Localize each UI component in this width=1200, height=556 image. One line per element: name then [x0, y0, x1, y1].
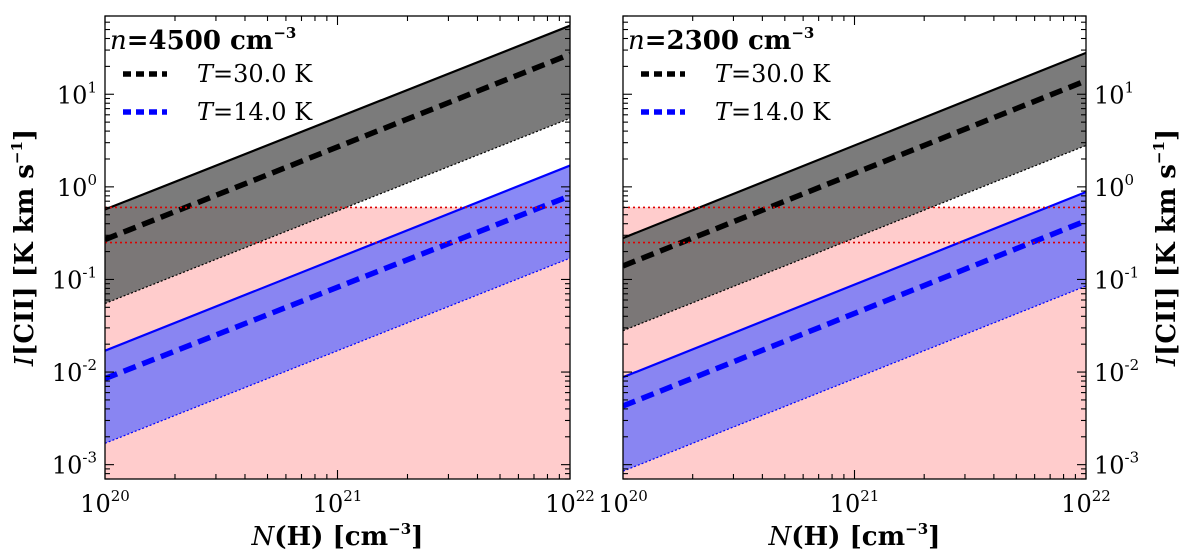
- panel-2: 1020 1021 1022 10-3 10-2 10-1 100 101 N(H) [cm−3…: [598, 15, 1182, 552]
- legend-label-2: T=14.0 K: [197, 98, 313, 126]
- series-1-upper-line: [105, 24, 570, 211]
- x-tick-label: 1021: [313, 487, 363, 518]
- series-1-band: [623, 52, 1086, 331]
- x-tick-label: 1020: [80, 487, 130, 518]
- y-tick-label: 10-2: [52, 356, 97, 387]
- series-2-median-line: [105, 193, 570, 382]
- series-2-band: [105, 165, 570, 444]
- legend-label-1: T=30.0 K: [715, 60, 831, 88]
- y-axis-title: I[CII] [K km s−1]: [8, 129, 40, 367]
- series-2-lower-line: [105, 257, 570, 444]
- x-tick-label: 1022: [1061, 487, 1111, 518]
- x-tick-label: 1021: [830, 487, 880, 518]
- series-1-band: [105, 25, 570, 304]
- legend-label-2: T=14.0 K: [715, 98, 831, 126]
- y-tick-label: 10-3: [1094, 449, 1139, 480]
- x-tick-label: 1020: [598, 487, 648, 518]
- series-1-upper-line: [623, 51, 1086, 240]
- y-axis-title: I[CII] [K km s−1]: [1150, 129, 1182, 367]
- x-axis-title: N(H) [cm−3]N(H) [cm^-3]: [251, 520, 424, 552]
- plot-area: [623, 51, 1086, 479]
- y-tick-label: 10-3: [52, 449, 97, 480]
- panel-title: n=2300 cm−3: [628, 24, 814, 56]
- series-1-median-line: [105, 51, 570, 243]
- y-tick-label: 10-2: [1094, 356, 1139, 387]
- panel-1: 1020 1021 1022 10-3 10-2 10-1 100 101 N(H) [cm−3…: [8, 15, 595, 552]
- series-2-upper-line: [105, 164, 570, 352]
- plot-area: [105, 24, 570, 479]
- y-tick-label: 101: [57, 78, 97, 109]
- y-tick-label: 10-1: [1094, 263, 1139, 294]
- series-2-upper-line: [623, 190, 1086, 379]
- series-2-band: [623, 191, 1086, 472]
- series-1-lower-line: [105, 117, 570, 305]
- x-tick-label: 1022: [545, 487, 595, 518]
- legend-label-1: T=30.0 K: [197, 60, 313, 88]
- y-tick-label: 10-1: [52, 263, 97, 294]
- x-axis-title: N(H) [cm−3]N(H) [cm^-3]: [768, 520, 941, 552]
- series-1-lower-line: [623, 144, 1086, 332]
- y-tick-label: 100: [57, 171, 97, 202]
- series-2-lower-line: [623, 285, 1086, 472]
- series-2-median-line: [623, 218, 1086, 409]
- y-tick-label: 101: [1094, 78, 1134, 109]
- panel-title: n=4500 cm−3: [110, 24, 296, 56]
- series-1-median-line: [623, 78, 1086, 269]
- y-tick-label: 100: [1094, 171, 1134, 202]
